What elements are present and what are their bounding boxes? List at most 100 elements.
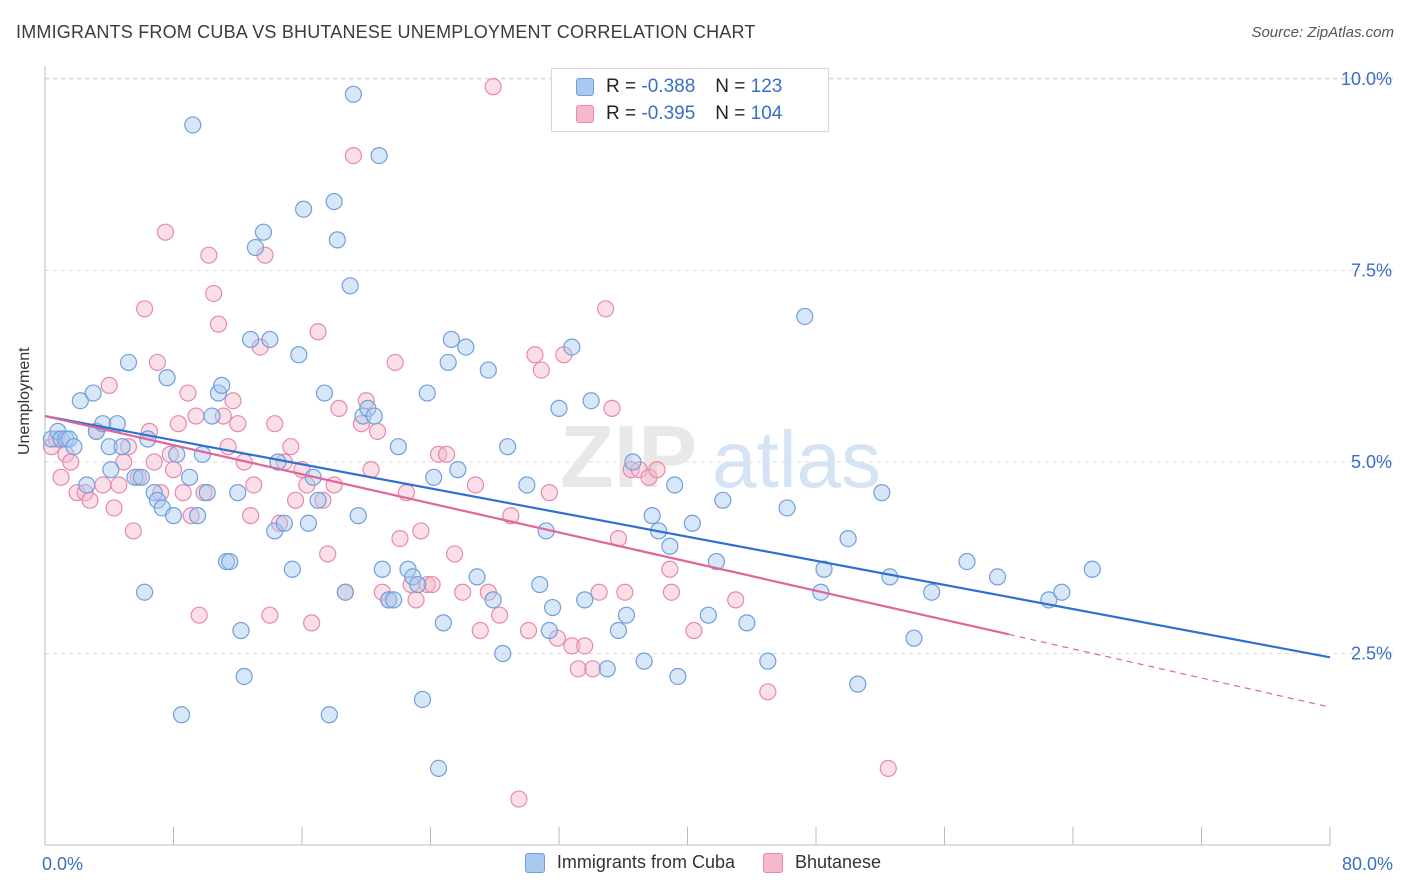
y-tick-label: 10.0% xyxy=(1341,69,1392,89)
cuba-point xyxy=(796,307,814,326)
cuba-point xyxy=(531,575,549,594)
legend-label: Immigrants from Cuba xyxy=(556,852,735,872)
bhutanese-point xyxy=(245,476,263,494)
cuba-point xyxy=(598,660,616,678)
cuba-point xyxy=(624,453,642,471)
bhutanese-point xyxy=(759,683,777,701)
r-value: -0.395 xyxy=(641,103,696,124)
bhutanese-point xyxy=(52,468,70,486)
bhutanese-point xyxy=(330,399,348,417)
bhutanese-point xyxy=(81,491,99,509)
y-tick-label: 5.0% xyxy=(1351,452,1392,472)
cuba-point xyxy=(988,568,1007,586)
legend-swatch-blue xyxy=(524,852,545,873)
bhutanese-point xyxy=(563,637,581,655)
bhutanese-point xyxy=(286,491,305,509)
cuba-point xyxy=(582,392,600,410)
cuba-point xyxy=(328,231,346,249)
bhutanese-point xyxy=(282,438,300,456)
bhutanese-point xyxy=(319,545,337,563)
cuba-point xyxy=(135,583,154,601)
bhutanese-point xyxy=(156,223,175,241)
watermark-atlas: atlas xyxy=(712,415,881,504)
legend-swatch-pink xyxy=(576,105,594,123)
cuba-point xyxy=(275,514,293,532)
bhutanese-point xyxy=(386,353,404,372)
legend-item-cuba[interactable]: Immigrants from Cuba xyxy=(524,852,735,873)
cuba-point xyxy=(384,591,403,609)
legend-swatch-blue xyxy=(576,78,594,96)
bhutanese-point xyxy=(174,484,192,502)
cuba-point xyxy=(468,568,486,586)
source-label: Source: ZipAtlas.com xyxy=(1251,24,1394,41)
bhutanese-point xyxy=(314,491,332,509)
cuba-point xyxy=(849,675,867,693)
bhutanese-point xyxy=(596,300,615,318)
cuba-point xyxy=(669,667,687,686)
cuba-point xyxy=(609,621,628,640)
x-tick-label: 80.0% xyxy=(1342,854,1393,874)
y-tick-label: 2.5% xyxy=(1351,644,1392,664)
cuba-point xyxy=(479,361,497,379)
cuba-point xyxy=(254,223,273,241)
bhutanese-point xyxy=(261,606,279,624)
bhutanese-point xyxy=(179,384,197,402)
bhutanese-point xyxy=(418,575,436,594)
cuba-point xyxy=(336,583,354,601)
bhutanese-point xyxy=(576,637,594,655)
cuba-point xyxy=(309,491,327,509)
bhutanese-point xyxy=(242,507,260,525)
cuba-point xyxy=(126,468,144,486)
bhutanese-point xyxy=(445,545,464,563)
bhutanese-point xyxy=(94,476,112,494)
bhutanese-point xyxy=(661,560,679,578)
bhutanese-point xyxy=(135,300,154,318)
bhutanese-point xyxy=(205,284,223,303)
cuba-point xyxy=(425,468,443,486)
bhutanese-point xyxy=(423,575,441,594)
cuba-point xyxy=(550,399,568,417)
correlation-legend: R = -0.388 N = 123 R = -0.395 N = 104 xyxy=(551,68,829,132)
cuba-point xyxy=(102,461,120,479)
cuba-point xyxy=(881,568,899,586)
bhutanese-point xyxy=(303,614,321,632)
cuba-point xyxy=(1083,560,1101,578)
bhutanese-point xyxy=(229,415,247,433)
cuba-point xyxy=(168,445,186,463)
cuba-point xyxy=(78,476,96,494)
cuba-point xyxy=(119,353,138,372)
bhutanese-point xyxy=(309,323,327,341)
y-axis-label: Unemployment xyxy=(16,347,33,455)
cuba-point xyxy=(449,461,467,479)
data-points xyxy=(42,78,1101,808)
bhutanese-point xyxy=(603,399,621,417)
cuba-point xyxy=(295,200,313,218)
cuba-point xyxy=(71,392,89,410)
bhutanese-point xyxy=(685,621,703,640)
cuba-point xyxy=(84,384,102,402)
cuba-point xyxy=(635,652,653,670)
legend-row-bhutanese: R = -0.395 N = 104 xyxy=(576,102,782,126)
bhutanese-point xyxy=(879,759,897,778)
bhutanese-point xyxy=(105,499,123,517)
bhutanese-point xyxy=(407,591,425,609)
cuba-point xyxy=(409,575,427,594)
bhutanese-point xyxy=(490,606,509,624)
cuba-point xyxy=(518,476,536,494)
bhutanese-point xyxy=(471,621,489,640)
x-tick-label: 0.0% xyxy=(42,854,83,874)
bhutanese-point xyxy=(148,353,167,372)
cuba-point xyxy=(320,706,338,724)
cuba-point xyxy=(905,629,923,647)
cuba-point xyxy=(543,598,562,617)
cuba-point xyxy=(576,591,594,609)
bhutanese-point xyxy=(209,315,228,333)
cuba-point xyxy=(738,614,756,632)
cuba-point xyxy=(429,759,448,778)
cuba-point xyxy=(499,438,517,456)
bhutanese-point xyxy=(540,484,558,502)
cuba-point xyxy=(235,667,253,686)
cuba-point xyxy=(714,491,732,509)
legend-item-bhutanese[interactable]: Bhutanese xyxy=(762,852,881,873)
cuba-point xyxy=(759,652,777,670)
